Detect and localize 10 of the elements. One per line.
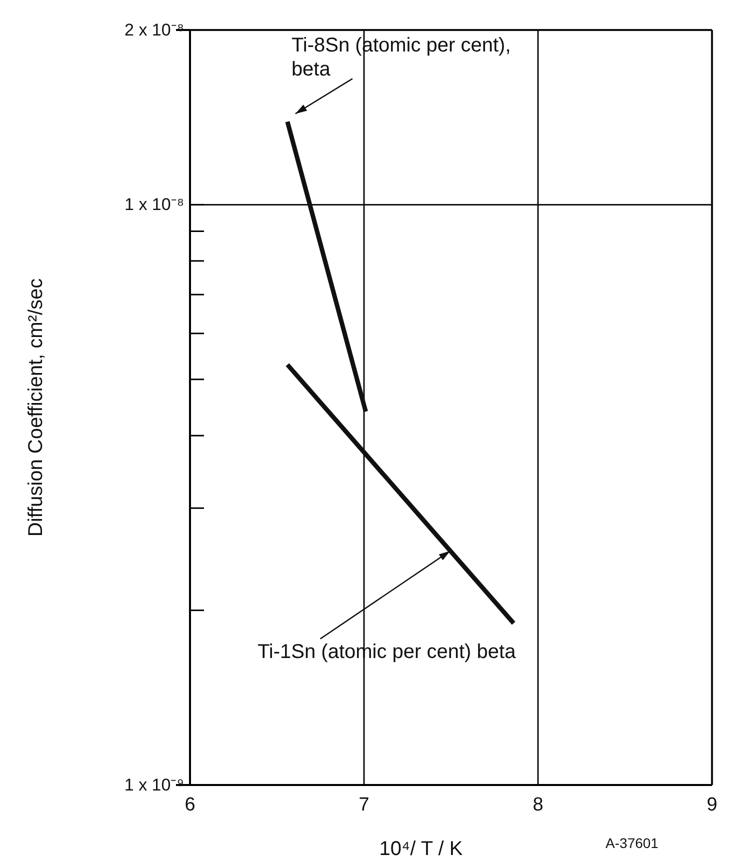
- x-tick-label: 7: [358, 794, 370, 816]
- x-tick-label: 8: [532, 794, 544, 816]
- y-tick-label: 1 x 10⁻⁸: [124, 195, 184, 214]
- y-tick-label: 2 x 10⁻⁸: [124, 20, 184, 40]
- text: A-37601: [606, 835, 659, 851]
- y-tick-label: 1 x 10⁻⁹: [124, 775, 184, 794]
- x-tick-label: 6: [184, 794, 196, 816]
- x-axis-title: 10⁴/ T / K: [379, 838, 464, 860]
- x-tick-label: 9: [706, 794, 718, 816]
- y-axis-title: Diffusion Coefficient, cm²/sec: [25, 278, 47, 537]
